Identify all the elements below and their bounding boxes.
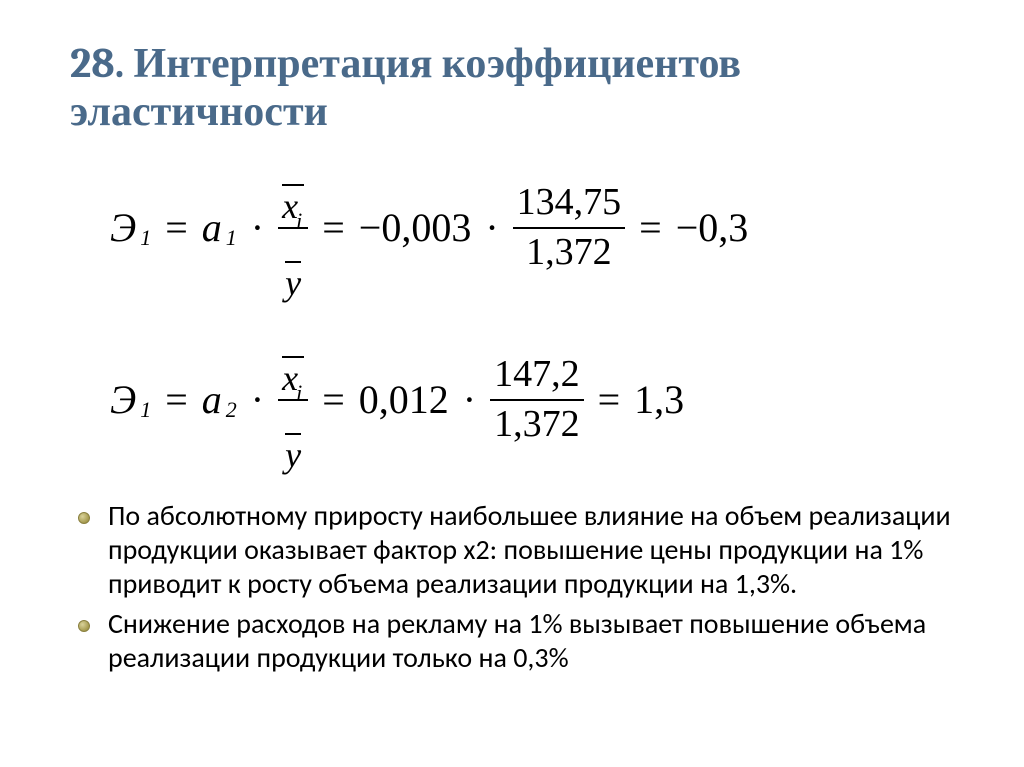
- bullet-list: По абсолютному приросту наибольшее влиян…: [70, 499, 964, 676]
- list-item: Снижение расходов на рекламу на 1% вызыв…: [70, 607, 964, 675]
- f2-lhs-symbol: Э: [110, 380, 136, 420]
- f1-result: −0,3: [676, 208, 749, 248]
- f1-value-fraction: 134,75 1,372: [513, 182, 626, 274]
- f1-num-sub: i: [296, 208, 302, 233]
- f1-lhs-sub: 1: [140, 227, 151, 249]
- f1-coef-symbol: a: [202, 208, 222, 248]
- dot: ·: [475, 208, 508, 248]
- f1-coef-sub: 1: [226, 227, 237, 249]
- list-item: По абсолютному приросту наибольшее влиян…: [70, 499, 964, 601]
- f2-lhs-sub: 1: [140, 399, 151, 421]
- slide: 28. Интерпретация коэффициентов эластичн…: [0, 0, 1024, 767]
- dot: ·: [241, 208, 274, 248]
- formula-block: Э 1 = a 1 · xi y: [108, 155, 964, 473]
- f2-coef-sub: 2: [226, 399, 237, 421]
- f1-var-fraction: xi y: [278, 155, 308, 301]
- equals: =: [312, 380, 355, 420]
- equals: =: [629, 208, 672, 248]
- f2-var-fraction: xi y: [278, 327, 308, 473]
- f1-lhs-symbol: Э: [110, 208, 136, 248]
- f2-coef-symbol: a: [202, 380, 222, 420]
- formula-2: Э 1 = a 2 · xi y: [108, 327, 964, 473]
- f1-den-value: 1,372: [522, 232, 616, 274]
- f1-num-value: 134,75: [513, 182, 626, 224]
- f1-den-var: y: [285, 265, 301, 301]
- f2-den-var: y: [285, 437, 301, 473]
- equals: =: [312, 208, 355, 248]
- f2-num-sub: i: [296, 380, 302, 405]
- f2-result: 1,3: [634, 380, 684, 420]
- equals: =: [155, 380, 198, 420]
- f2-value-fraction: 147,2 1,372: [490, 354, 584, 446]
- f1-coef-value: −0,003: [359, 208, 472, 248]
- f2-num-value: 147,2: [490, 354, 584, 396]
- equals: =: [588, 380, 631, 420]
- f2-den-value: 1,372: [490, 404, 584, 446]
- bullet-1-text: По абсолютному приросту наибольшее влиян…: [108, 499, 964, 601]
- bullet-2-text: Снижение расходов на рекламу на 1% вызыв…: [108, 607, 964, 675]
- formula-1: Э 1 = a 1 · xi y: [108, 155, 964, 301]
- slide-title: 28. Интерпретация коэффициентов эластичн…: [70, 40, 964, 137]
- dot: ·: [453, 380, 486, 420]
- dot: ·: [241, 380, 274, 420]
- f2-coef-value: 0,012: [359, 380, 449, 420]
- equals: =: [155, 208, 198, 248]
